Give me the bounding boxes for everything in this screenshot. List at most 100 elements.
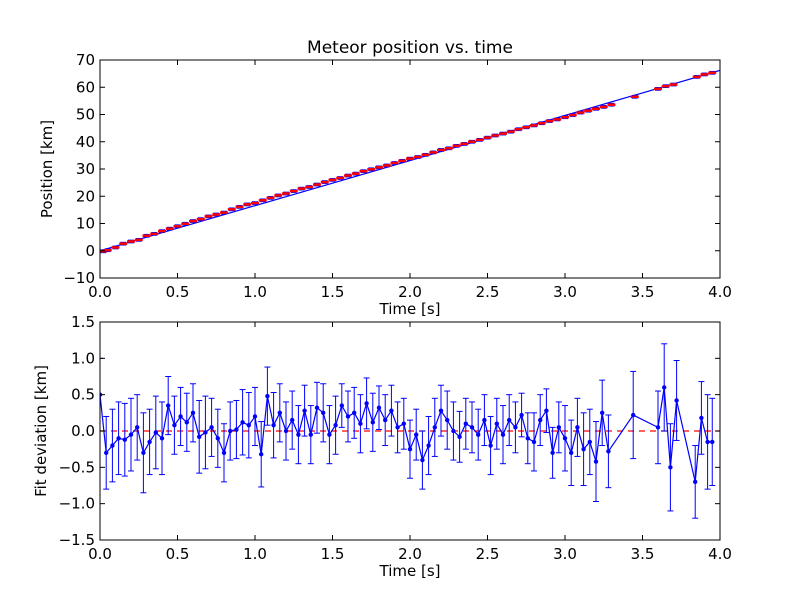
residual-point bbox=[190, 410, 196, 416]
x-tick-label: 0.0 bbox=[88, 545, 112, 563]
residual-point bbox=[407, 446, 413, 452]
residual-point bbox=[575, 425, 580, 430]
residual-point bbox=[581, 446, 586, 452]
residual-point bbox=[426, 443, 431, 448]
residual-point bbox=[525, 436, 530, 441]
residual-point bbox=[364, 401, 369, 406]
deviation-chart-data bbox=[100, 343, 720, 519]
residual-point bbox=[203, 430, 208, 435]
residual-point bbox=[153, 430, 158, 435]
residual-point bbox=[221, 450, 227, 455]
residual-point bbox=[693, 479, 698, 485]
residual-point bbox=[116, 436, 121, 441]
residual-point bbox=[463, 421, 468, 426]
x-tick-label: 0.5 bbox=[166, 283, 190, 301]
residual-point bbox=[166, 403, 171, 408]
y-tick-label: 0.0 bbox=[71, 422, 95, 440]
residual-point bbox=[562, 436, 568, 441]
residual-point bbox=[593, 459, 599, 464]
x-tick-label: 2.0 bbox=[398, 545, 422, 563]
residual-point bbox=[544, 408, 549, 413]
x-tick-label: 4.0 bbox=[708, 545, 732, 563]
residual-point bbox=[184, 420, 189, 425]
y-tick-label: −1.0 bbox=[59, 495, 95, 513]
residual-point bbox=[674, 398, 679, 403]
residual-point bbox=[383, 417, 388, 423]
y-tick-label: 1.0 bbox=[71, 349, 95, 367]
residual-point bbox=[370, 420, 375, 425]
residual-point bbox=[240, 420, 245, 425]
residual-point bbox=[531, 439, 537, 445]
y-tick-label: 40 bbox=[76, 133, 95, 151]
residual-point bbox=[556, 425, 561, 430]
residual-point bbox=[482, 417, 487, 423]
position-chart: Meteor position vs. time 0.0 0.5 1.0 1.5 2.0… bbox=[38, 38, 732, 318]
residual-point bbox=[147, 439, 152, 445]
residual-point bbox=[271, 422, 276, 428]
residual-point bbox=[327, 432, 332, 437]
position-chart-xlabel: Time [s] bbox=[379, 300, 441, 318]
residual-point bbox=[494, 421, 499, 426]
y-tick-label: −0.5 bbox=[59, 458, 95, 476]
residual-point bbox=[445, 417, 450, 423]
y-tick-label: 50 bbox=[76, 106, 95, 124]
y-tick-label: 70 bbox=[76, 51, 95, 69]
x-tick-label: 1.0 bbox=[243, 283, 267, 301]
residual-point bbox=[488, 443, 493, 448]
y-tick-label: 30 bbox=[76, 160, 95, 178]
residual-point bbox=[302, 408, 307, 413]
residual-point bbox=[420, 457, 425, 463]
residual-point bbox=[172, 422, 177, 428]
residual-point bbox=[290, 417, 295, 423]
y-tick-label: 0 bbox=[85, 242, 95, 260]
y-tick-label: 20 bbox=[76, 187, 95, 205]
residual-point bbox=[265, 393, 270, 399]
residual-point bbox=[178, 414, 183, 419]
residual-point bbox=[710, 439, 715, 445]
position-chart-ylabel: Position [km] bbox=[38, 120, 56, 218]
residual-point bbox=[606, 449, 611, 454]
position-chart-data bbox=[100, 69, 720, 254]
x-tick-label: 0.5 bbox=[166, 545, 190, 563]
residual-point bbox=[432, 425, 437, 430]
residual-point bbox=[358, 421, 363, 426]
residual-point bbox=[110, 443, 115, 448]
residual-point bbox=[197, 434, 202, 440]
residual-point bbox=[141, 450, 146, 455]
x-tick-label: 2.5 bbox=[476, 283, 500, 301]
x-tick-label: 3.5 bbox=[631, 283, 655, 301]
residual-point bbox=[135, 425, 140, 430]
residual-point bbox=[122, 437, 128, 442]
residual-point bbox=[228, 428, 233, 434]
residual-point bbox=[339, 403, 344, 408]
residual-point bbox=[314, 405, 320, 410]
position-chart-title: Meteor position vs. time bbox=[307, 38, 513, 58]
residual-point bbox=[259, 452, 264, 457]
residual-point bbox=[538, 417, 543, 423]
residual-point bbox=[308, 432, 313, 437]
x-tick-label: 2.5 bbox=[476, 545, 500, 563]
residual-point bbox=[476, 432, 481, 437]
residual-point bbox=[296, 432, 301, 437]
residual-point bbox=[401, 421, 406, 426]
residual-point bbox=[376, 405, 382, 410]
residual-point bbox=[159, 436, 165, 441]
y-tick-label: 1.5 bbox=[71, 313, 95, 331]
x-tick-label: 2.0 bbox=[398, 283, 422, 301]
residual-point bbox=[519, 412, 524, 418]
y-tick-label: −10 bbox=[63, 269, 95, 287]
deviation-chart-xlabel: Time [s] bbox=[379, 562, 441, 580]
residual-point bbox=[587, 439, 592, 445]
residual-point bbox=[457, 434, 462, 440]
deviation-chart-ylabel: Fit deviation [km] bbox=[32, 365, 50, 497]
residual-point bbox=[631, 412, 636, 418]
residual-point bbox=[513, 425, 518, 430]
y-tick-label: 0.5 bbox=[71, 386, 95, 404]
residual-point bbox=[699, 415, 704, 421]
residual-point bbox=[252, 414, 258, 419]
residual-series-line bbox=[100, 387, 713, 483]
x-tick-label: 3.0 bbox=[553, 283, 577, 301]
deviation-chart: 0.0 0.5 1.0 1.5 2.0 2.5 3.0 3.5 4.0 −1.5 −1.0 −0.5 0… bbox=[32, 313, 732, 580]
